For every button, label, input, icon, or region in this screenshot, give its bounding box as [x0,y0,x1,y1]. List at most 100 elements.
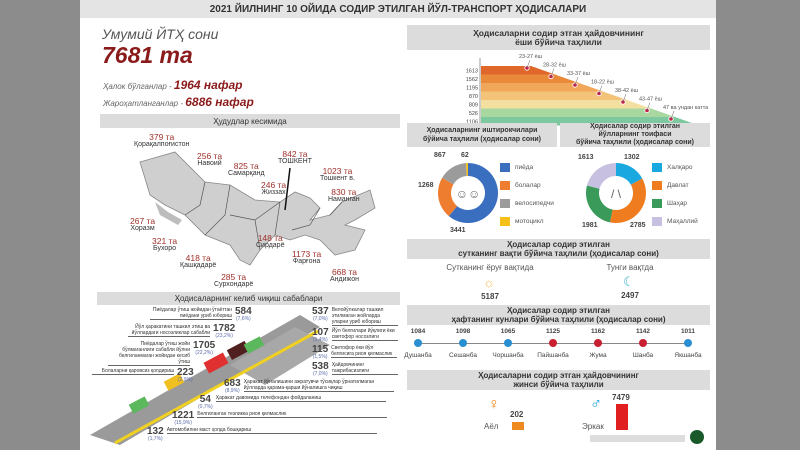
cause-value: 584 [235,306,252,317]
cause-figure: 584 (7,6%) [235,306,252,323]
donut-slice [448,163,498,223]
region-name: Навоий [197,160,222,167]
cause-percent: (2,9%) [177,377,193,383]
age-label: 33-37 ёш [567,71,591,77]
cause-figure: 115 (1,5%) [312,344,329,361]
age-leader [550,68,555,77]
age-leader [598,85,603,94]
age-label: 23-27 ёш [519,54,543,60]
age-band [481,66,555,75]
cause-value: 115 [312,344,329,355]
region-name: Тошкент в. [320,175,355,182]
age-tick: 1106 [466,120,478,126]
legend-swatch [500,163,510,172]
age-leader [670,110,675,120]
region-label: 825 та Самарқанд [228,162,265,178]
cause-text: Велойўлкалар ташкил этилмаган жойларда у… [331,307,398,326]
legend-swatch [500,217,510,226]
legend-item: Давлат [652,181,689,190]
cause-text: Пиёдалар ўтиш жойи бўлмаганлиги сабабли … [108,341,190,366]
cause-value: 1705 [193,340,216,351]
roads-title-3: бўйича таҳлили (ҳодисалар сони) [575,139,694,146]
legend-label: Маҳаллий [667,218,698,225]
age-band [481,91,627,100]
age-tick: 1613 [466,69,478,75]
cause-text: Пиёдалар ўтиш жойидан ўтаётган пиёдани у… [150,307,232,320]
donut-value: 1981 [582,222,598,229]
footer-note [590,435,685,442]
region-label: 668 та Андижон [330,268,359,284]
weekday-value: 1011 [680,328,696,335]
legend-swatch [652,181,662,190]
legend-label: Шаҳар [667,200,688,207]
cause-value: 107 [312,327,329,338]
region-label: 418 та Қашқадарё [180,254,216,270]
injured-value: 6886 нафар [185,95,254,109]
weekday-dot [459,339,467,347]
age-title-2: ёши бўйича таҳлили [515,36,602,47]
donut-slice [442,163,467,185]
cause-percent: (15,9%) [174,420,192,426]
road-illustration [90,315,330,445]
age-tick: 870 [469,94,478,100]
region-label: 321 та Бухоро [152,237,177,253]
daytime-title-2: сутканинг вақти бўйича таҳлили (ҳодисала… [458,249,659,258]
legend-item: болалар [500,181,541,190]
region-value: 830 та [331,187,357,197]
page-title: 2021 ЙИЛНИНГ 10 ОЙИДА СОДИР ЭТИЛГАН ЙЎЛ-… [80,0,716,18]
region-label: 148 та Сирдарё [256,234,284,250]
donut-value: 62 [461,152,469,159]
legend-swatch [500,181,510,190]
legend-item: Халқаро [652,163,692,172]
donut-value: 1302 [624,154,640,161]
age-label: 18-22 ёш [591,80,615,86]
region-value: 246 та [261,180,287,190]
killed-line: Ҳалок бўлганлар - 1964 нафар [103,78,242,94]
day-label: Сутканинг ёруғ вақтида [446,263,534,272]
region-value: 267 та [130,216,156,226]
donut-value: 867 [434,152,446,159]
weekday-label: Душанба [404,352,432,359]
age-band [481,108,675,117]
region-value: 1173 та [292,249,322,259]
cause-figure: 107 (1,4%) [312,327,329,344]
cause-item: 1782 (23,2%) Йўл ҳаракатини ташкил этиш ва… [128,324,235,339]
weekday-label: Шанба [632,352,654,359]
legend-item: мотоцикл [500,217,544,226]
region-value: 256 та [197,151,223,161]
cause-figure: 1782 (23,2%) [213,324,235,340]
age-leader [574,76,579,86]
weekday-label: Сешанба [449,352,477,359]
age-tick: 809 [469,103,478,109]
weekday-value: 1142 [635,328,651,335]
cause-figure: 223 (2,9%) [177,368,194,384]
legend-label: пиёда [515,164,534,171]
cause-figure: 132 (1,7%) [147,427,164,443]
killed-label: Ҳалок бўлганлар - [103,82,174,91]
donut-slice [438,177,458,217]
age-label: 38-42 ёш [615,88,639,94]
male-bar [616,404,628,430]
region-name: Сурхондарё [214,281,254,288]
cause-item: 683 (8,9%) Ҳаракат йўналишини ажратувчи тў… [224,379,394,394]
region-name: Хоразм [130,225,155,232]
donut-slice [586,185,613,223]
legend-label: Халқаро [667,164,693,171]
cause-figure: 54 (0,7%) [198,394,213,411]
weekday-dot [504,339,512,347]
region-name: Қорақалпоғистон [134,141,190,148]
roads-title-1: Ҳодисалар содир этилган [589,123,681,130]
weekday-label: Жума [589,352,607,359]
cause-item: 584 (7,6%) Пиёдалар ўтиш жойидан ўтаётган … [150,307,252,322]
total-value: 7681 та [102,42,193,68]
cause-percent: (7,0%) [312,371,328,377]
region-value: 842 та [282,149,308,159]
legend-swatch [652,217,662,226]
cause-item: 538 (7,0%) Ҳайдовчининг тажрибасизлиги [312,362,398,377]
age-leader [646,102,651,111]
cause-value: 54 [199,394,211,405]
donut-slice [616,163,643,185]
weekdays-title-2: ҳафтанинг кунлари бўйича таҳлили (ҳодиса… [451,315,666,324]
injured-label: Жароҳатланганлар - [103,99,186,108]
weekday-value: 1125 [545,328,561,335]
